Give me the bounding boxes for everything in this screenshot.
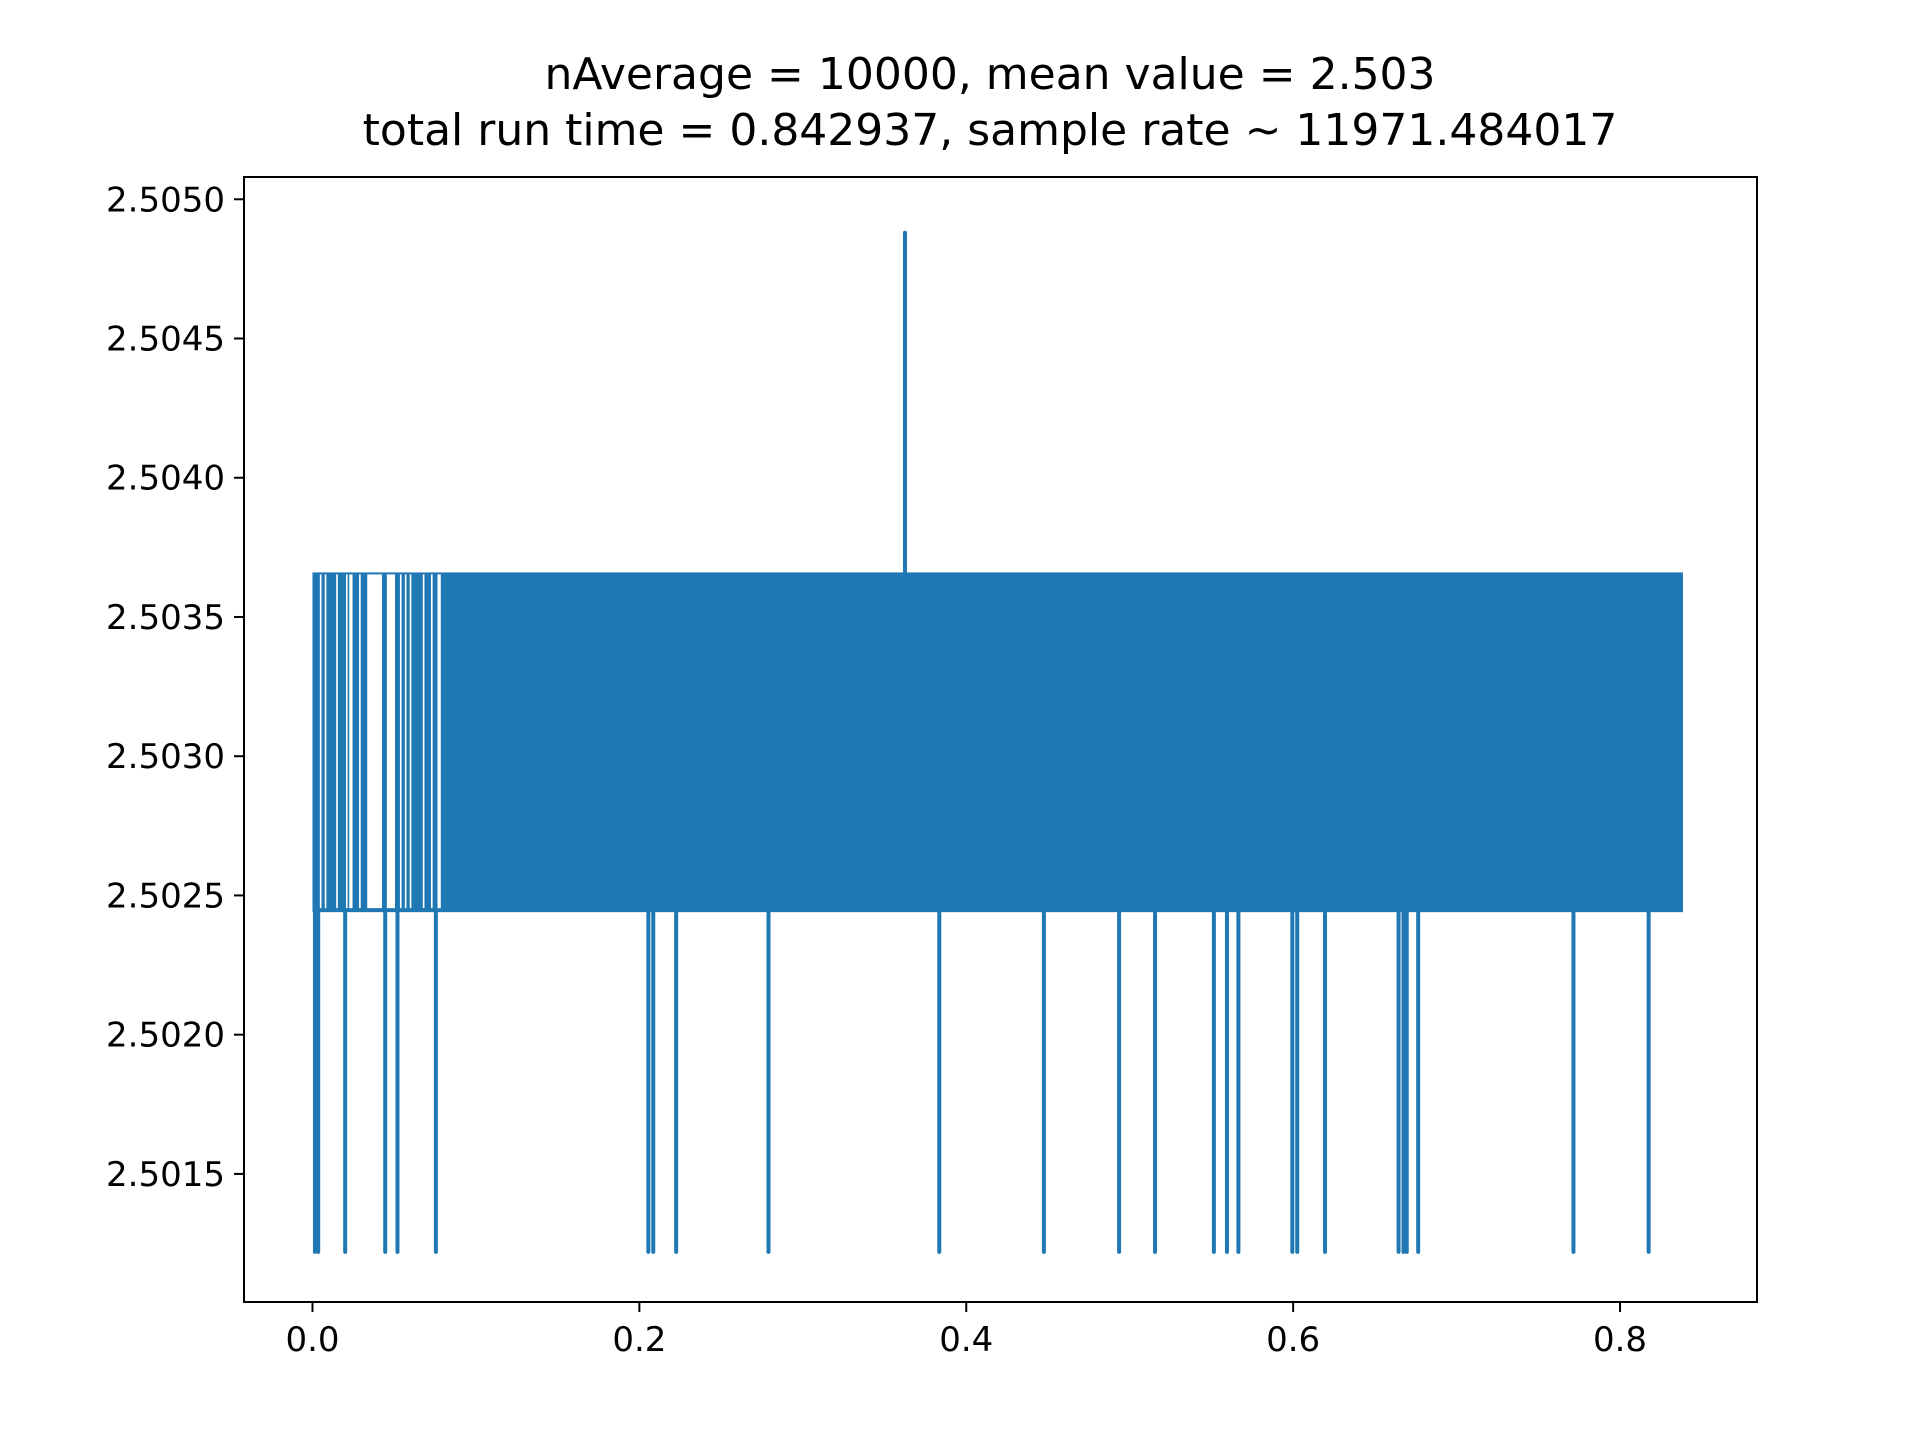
band-gap	[409, 574, 412, 909]
band-gap	[422, 574, 425, 909]
x-tick-label: 0.8	[1593, 1320, 1647, 1360]
band-gap	[349, 574, 353, 909]
band-gap	[345, 574, 348, 909]
y-tick-label: 2.5020	[106, 1016, 225, 1056]
band-gap	[404, 574, 407, 909]
band-gap	[324, 574, 327, 909]
x-tick-label: 0.4	[939, 1320, 993, 1360]
band-gap	[437, 574, 441, 909]
series-oscillation-band	[312, 572, 1683, 913]
chart-subtitle: total run time = 0.842937, sample rate ~…	[363, 105, 1618, 156]
x-tick-label: 0.0	[285, 1320, 339, 1360]
band-gap	[367, 574, 382, 909]
y-tick-label: 2.5035	[106, 598, 225, 638]
axes-frame	[243, 176, 1758, 1303]
y-tick-label: 2.5030	[106, 737, 225, 777]
x-axis: 0.0 0.2 0.4 0.6 0.8	[285, 1302, 1647, 1360]
y-tick-label: 2.5040	[106, 459, 225, 499]
y-tick-label: 2.5025	[106, 876, 225, 916]
data-series	[312, 230, 1683, 1254]
band-gap	[359, 574, 361, 909]
band-gap	[430, 574, 433, 909]
band-gap	[386, 574, 396, 909]
band-gap	[319, 574, 322, 909]
y-tick-label: 2.5015	[106, 1155, 225, 1195]
x-tick-label: 0.6	[1266, 1320, 1320, 1360]
band-gap	[336, 574, 338, 909]
chart-title: nAverage = 10000, mean value = 2.503	[544, 49, 1435, 100]
y-tick-label: 2.5045	[106, 320, 225, 360]
band-gap	[399, 574, 402, 909]
x-tick-label: 0.2	[612, 1320, 666, 1360]
y-tick-label: 2.5050	[106, 180, 225, 220]
y-axis: 2.5015 2.5020 2.5025 2.5030 2.5035 2.5040 2.50…	[106, 180, 244, 1195]
